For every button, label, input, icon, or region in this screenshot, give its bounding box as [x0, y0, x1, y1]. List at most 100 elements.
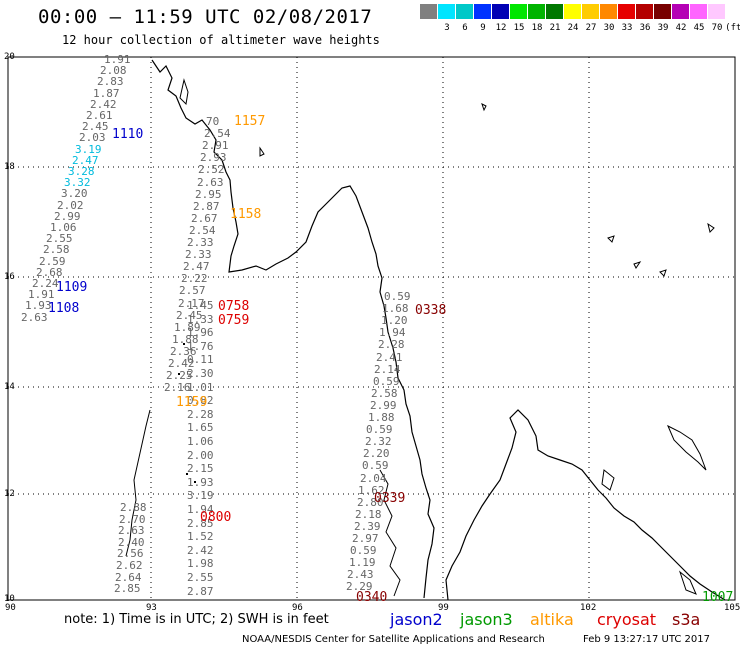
lat-label-14: 14	[4, 382, 15, 392]
color-scale-label: 18	[528, 23, 546, 33]
wave-height-value: 2.28	[187, 409, 214, 420]
color-scale-label: 27	[582, 23, 600, 33]
wave-height-value: 2.88	[120, 502, 147, 513]
footnote: note: 1) Time is in UTC; 2) SWH is in fe…	[64, 612, 329, 627]
pass-time-label: 1007	[702, 591, 733, 604]
wave-height-value: 2.85	[114, 583, 141, 594]
wave-height-value: 2.33	[185, 249, 212, 260]
pass-time-label: 0340	[356, 591, 387, 604]
wave-height-value: 2.18	[355, 509, 382, 520]
wave-height-value: 2.83	[97, 76, 124, 87]
wave-height-value: 2.97	[352, 533, 379, 544]
wave-height-value: 2.67	[191, 213, 218, 224]
wave-height-value: 1.96	[187, 327, 214, 338]
wave-height-value: 2.54	[189, 225, 216, 236]
satellite-legend-jason2: jason2	[390, 610, 443, 629]
pass-time-label: 0759	[218, 314, 249, 327]
cambodia-island	[668, 426, 706, 470]
small-islands-east	[482, 104, 714, 276]
color-scale-swatch	[636, 4, 653, 19]
wave-height-value: 0.59	[350, 545, 377, 556]
wave-height-value: 1.52	[187, 531, 214, 542]
wave-height-value: 70	[206, 116, 219, 127]
color-scale-swatch	[690, 4, 707, 19]
wave-height-value: 2.33	[187, 237, 214, 248]
color-scale-label: 21	[546, 23, 564, 33]
wave-height-value: 0.59	[384, 291, 411, 302]
color-scale-label: 36	[636, 23, 654, 33]
wave-height-value: 2.55	[187, 572, 214, 583]
wave-height-value: 2.20	[363, 448, 390, 459]
wave-height-value: 2.58	[43, 244, 70, 255]
lat-label-20: 20	[4, 52, 15, 62]
color-scale-swatch	[510, 4, 527, 19]
wave-height-value: 2.41	[376, 352, 403, 363]
wave-height-value: 1.45	[187, 300, 214, 311]
pass-time-label: 0800	[200, 511, 231, 524]
wave-height-value: 3.20	[61, 188, 88, 199]
wave-height-value: 2.32	[365, 436, 392, 447]
color-scale-swatch	[438, 4, 455, 19]
color-scale-swatch	[528, 4, 545, 19]
color-scale-swatch	[456, 4, 473, 19]
color-scale-swatch	[420, 4, 437, 19]
lon-label-102: 102	[580, 603, 596, 613]
wave-height-value: 2.39	[354, 521, 381, 532]
color-scale-label: 6	[456, 23, 474, 33]
satellite-legend-jason3: jason3	[460, 610, 513, 629]
color-scale-label: 42	[672, 23, 690, 33]
wave-height-value: 2.43	[347, 569, 374, 580]
satellite-legend-altika: altika	[530, 610, 574, 629]
color-scale-swatch	[654, 4, 671, 19]
color-scale-label: 24	[564, 23, 582, 33]
pass-time-label: 1159	[176, 396, 207, 409]
color-scale-label: 3	[438, 23, 456, 33]
wave-height-value: 2.14	[374, 364, 401, 375]
pass-time-label: 0339	[374, 492, 405, 505]
lat-label-12: 12	[4, 489, 15, 499]
satellite-legend-cryosat: cryosat	[597, 610, 656, 629]
wave-height-value: 1.06	[187, 436, 214, 447]
color-scale-swatch	[600, 4, 617, 19]
color-scale-swatch	[672, 4, 689, 19]
wave-height-value: 2.52	[198, 164, 225, 175]
satellite-legend-s3a: s3a	[672, 610, 700, 629]
color-scale-label: 9	[474, 23, 492, 33]
pass-time-label: 1110	[112, 128, 143, 141]
color-scale-label: 45	[690, 23, 708, 33]
wave-height-value: 2.30	[187, 368, 214, 379]
color-scale-swatch	[492, 4, 509, 19]
wave-height-value: 2.63	[21, 312, 48, 323]
pass-time-label: 1108	[48, 302, 79, 315]
wave-height-value: 3.19	[187, 490, 214, 501]
lat-label-18: 18	[4, 162, 15, 172]
coastline-thailand	[446, 410, 725, 600]
wave-height-value: 2.99	[370, 400, 397, 411]
color-scale-label: 15	[510, 23, 528, 33]
coast-se-detail	[602, 470, 696, 594]
wave-height-value: 1.68	[382, 303, 409, 314]
wave-height-value: 1.20	[381, 315, 408, 326]
wave-height-value: 2.95	[195, 189, 222, 200]
color-scale-label: 30	[600, 23, 618, 33]
map-subtitle: 12 hour collection of altimeter wave hei…	[62, 33, 380, 47]
wave-height-value: 2.42	[187, 545, 214, 556]
wave-height-value: 2.22	[181, 273, 208, 284]
wave-height-value: 2.63	[118, 525, 145, 536]
credit-line: NOAA/NESDIS Center for Satellite Applica…	[242, 634, 545, 645]
wave-height-value: 1.76	[187, 341, 214, 352]
wave-height-value: 2.03	[79, 132, 106, 143]
wave-height-value: 1.01	[187, 382, 214, 393]
wave-height-value: 2.62	[116, 560, 143, 571]
wave-height-value: 2.04	[360, 473, 387, 484]
wave-height-value: 1.98	[187, 558, 214, 569]
wave-height-value: 1.94	[379, 327, 406, 338]
wave-height-value: 1.88	[368, 412, 395, 423]
wave-height-value: 2.87	[187, 586, 214, 597]
color-scale-label: 12	[492, 23, 510, 33]
color-scale-swatch	[564, 4, 581, 19]
wave-height-value: 2.28	[378, 339, 405, 350]
wave-height-value: 1.65	[187, 422, 214, 433]
wave-height-value: 2.00	[187, 450, 214, 461]
wave-height-value: 2.56	[117, 548, 144, 559]
